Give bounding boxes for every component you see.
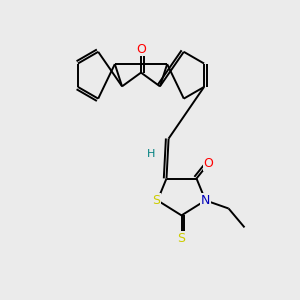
- Text: S: S: [178, 232, 185, 245]
- Text: N: N: [201, 194, 210, 207]
- Text: H: H: [147, 148, 156, 159]
- Text: S: S: [152, 194, 160, 207]
- Text: O: O: [204, 157, 213, 170]
- Text: O: O: [136, 43, 146, 56]
